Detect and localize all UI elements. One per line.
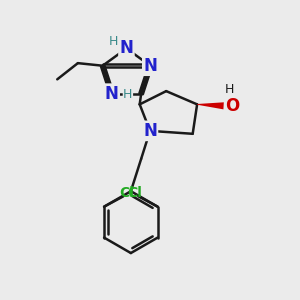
Text: H: H	[225, 83, 235, 96]
Text: N: N	[119, 39, 134, 57]
Text: N: N	[143, 57, 157, 75]
Text: Cl: Cl	[128, 186, 142, 200]
Polygon shape	[197, 102, 224, 110]
Text: N: N	[105, 85, 119, 103]
Text: O: O	[225, 97, 239, 115]
Text: H: H	[109, 34, 118, 48]
Text: Cl: Cl	[119, 186, 134, 200]
Text: N: N	[143, 122, 157, 140]
Text: H: H	[123, 88, 133, 100]
